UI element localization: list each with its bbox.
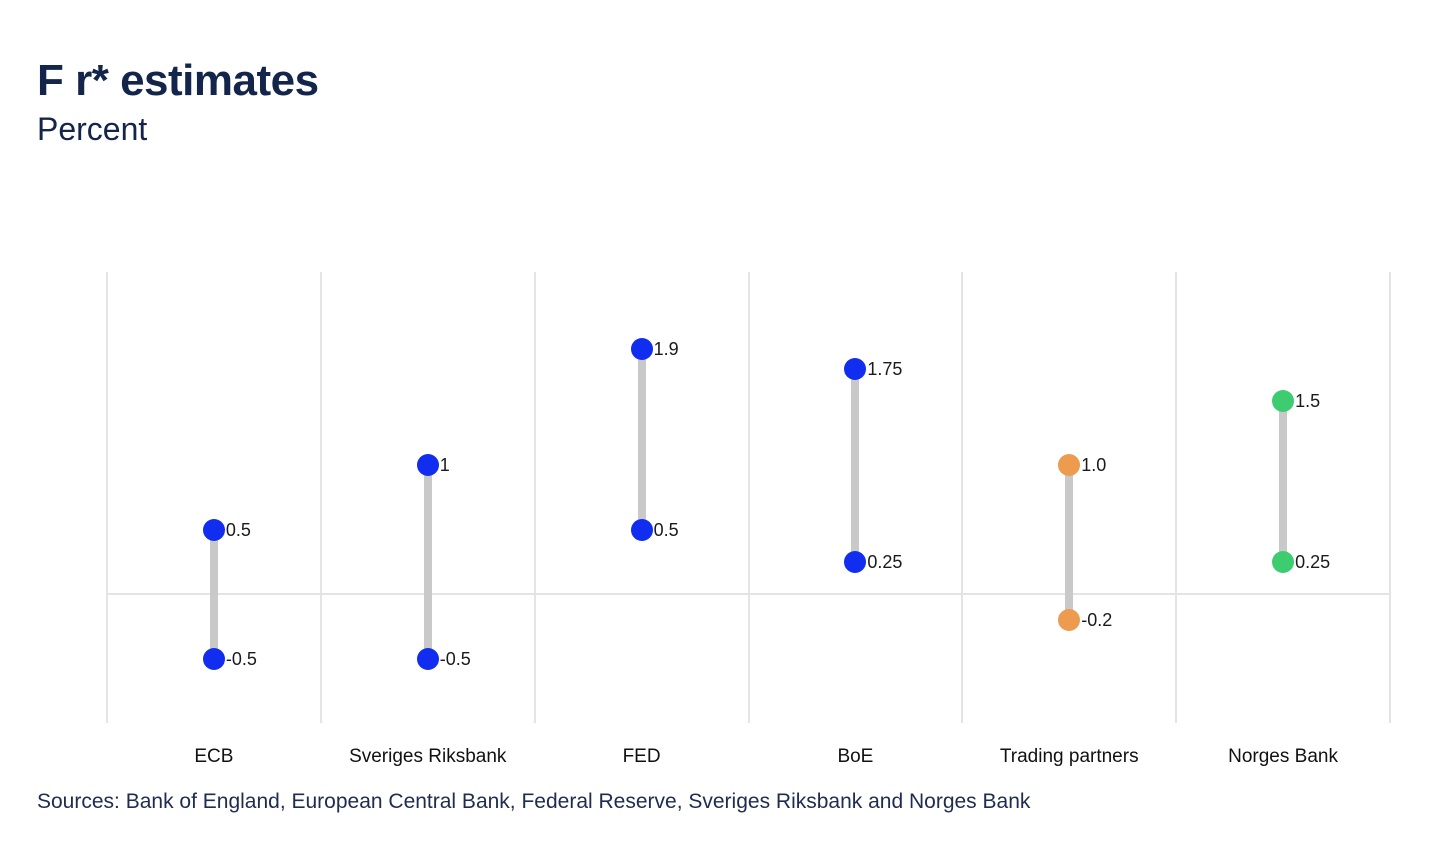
plot-area: 0.5 -0.5 1 -0.5 1.9 0.5 1.75 0.25 1.0 -0.2 1.5 0.25 (106, 272, 1391, 723)
vertical-gridline (533, 272, 536, 723)
category-label: Trading partners (999, 746, 1139, 767)
high-value-label: 1 (439, 455, 450, 476)
range-stem (851, 368, 860, 562)
category-label: BoE (837, 746, 874, 767)
vertical-gridline (1389, 272, 1391, 723)
category-label: ECB (194, 746, 234, 767)
low-value-label: 0.25 (867, 551, 903, 572)
category-label: Norges Bank (1228, 746, 1338, 767)
range-stem (1279, 400, 1288, 562)
vertical-gridline (747, 272, 750, 723)
chart-subtitle-unit: Percent (37, 111, 148, 147)
low-value-label: 0.5 (653, 519, 679, 540)
high-estimate-dot (202, 518, 225, 541)
range-stem (209, 529, 218, 659)
high-estimate-dot (416, 454, 439, 477)
zero-gridline (107, 593, 1390, 596)
low-value-label: -0.2 (1081, 609, 1113, 630)
high-estimate-dot (630, 338, 653, 361)
low-estimate-dot (1058, 608, 1081, 631)
low-value-label: -0.5 (225, 648, 257, 669)
range-stem (1065, 465, 1074, 620)
vertical-gridline (1175, 272, 1178, 723)
range-stem (423, 465, 432, 659)
category-label: Sveriges Riksbank (349, 746, 507, 767)
vertical-gridline (319, 272, 322, 723)
high-value-label: 1.75 (867, 358, 903, 379)
high-estimate-dot (1058, 454, 1081, 477)
high-value-label: 1.0 (1081, 455, 1107, 476)
low-value-label: -0.5 (439, 648, 471, 669)
category-label: FED (622, 746, 661, 767)
chart-title: F r* estimates (37, 56, 319, 105)
vertical-gridline (961, 272, 964, 723)
vertical-gridline (106, 272, 108, 723)
range-stem (637, 349, 646, 530)
high-value-label: 0.5 (225, 519, 251, 540)
high-estimate-dot (1272, 389, 1295, 412)
low-estimate-dot (1272, 550, 1295, 573)
sources-note: Sources: Bank of England, European Centr… (37, 790, 1031, 813)
high-value-label: 1.5 (1295, 390, 1321, 411)
low-value-label: 0.25 (1295, 551, 1331, 572)
low-estimate-dot (844, 550, 867, 573)
category-axis: ECB Sveriges Riksbank FED BoE Trading partne… (107, 746, 1390, 768)
high-value-label: 1.9 (653, 339, 679, 360)
low-estimate-dot (416, 647, 439, 670)
low-estimate-dot (630, 518, 653, 541)
low-estimate-dot (202, 647, 225, 670)
high-estimate-dot (844, 357, 867, 380)
